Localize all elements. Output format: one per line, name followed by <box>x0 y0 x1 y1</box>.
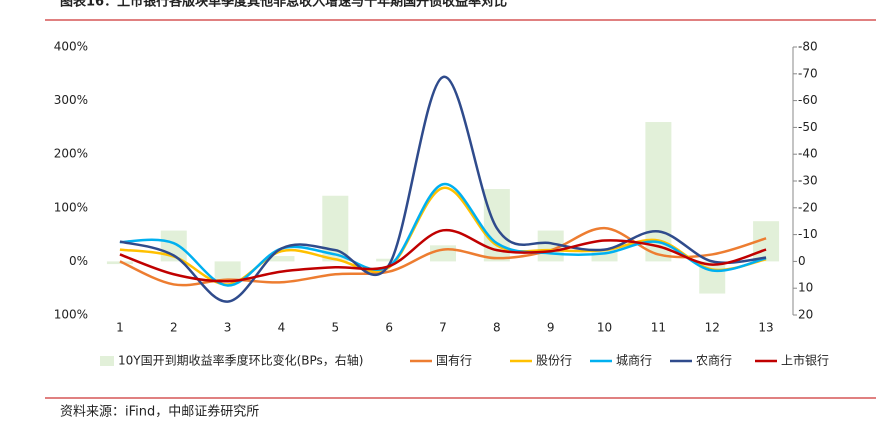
chart-title: 图表16：上市银行各版块单季度其他非息收入增速与十年期国开债收益率对比 <box>60 0 507 10</box>
bar <box>430 245 456 262</box>
y-tick-label: 300% <box>54 93 88 107</box>
y2-tick-label: -40 <box>798 147 818 161</box>
y-tick-label: 100% <box>54 308 88 322</box>
y-tick-label: 0% <box>69 254 88 268</box>
legend-label: 农商行 <box>696 353 732 368</box>
legend-swatch <box>100 356 114 366</box>
x-tick-label: 12 <box>705 321 720 335</box>
bar <box>376 258 403 262</box>
legend-label: 城商行 <box>616 353 652 368</box>
y-tick-label: 400% <box>54 40 88 54</box>
legend-label: 上市银行 <box>781 353 829 368</box>
legend-label: 10Y国开到期收益率季度环比变化(BPs，右轴) <box>118 353 363 368</box>
y2-tick-label: -50 <box>798 120 818 134</box>
y2-tick-label: -20 <box>798 200 818 214</box>
legend-label: 股份行 <box>536 354 572 368</box>
x-tick-label: 8 <box>493 321 501 335</box>
y-tick-label: 200% <box>54 147 88 161</box>
x-tick-label: 9 <box>547 321 555 335</box>
y2-tick-label: -70 <box>798 66 818 80</box>
y2-tick-label: -10 <box>798 227 818 241</box>
y2-tick-label: -30 <box>798 174 818 188</box>
legend-label: 国有行 <box>436 354 472 368</box>
x-tick-label: 3 <box>224 321 232 335</box>
y2-tick-label: -60 <box>798 93 818 107</box>
x-tick-label: 4 <box>278 321 286 335</box>
x-tick-label: 7 <box>439 321 447 335</box>
line <box>119 226 767 287</box>
bar <box>645 122 672 262</box>
line <box>119 75 767 303</box>
x-tick-label: 10 <box>597 321 612 335</box>
bar <box>214 261 241 281</box>
x-tick-label: 5 <box>331 321 339 335</box>
x-tick-label: 2 <box>170 321 178 335</box>
y2-tick-label: -80 <box>798 40 818 54</box>
x-tick-label: 1 <box>116 321 124 335</box>
y2-tick-label: 0 <box>798 254 806 268</box>
line <box>119 182 767 287</box>
y2-tick-label: 20 <box>798 308 813 322</box>
x-tick-label: 13 <box>758 321 773 335</box>
y-tick-label: 100% <box>54 200 88 214</box>
bar <box>268 256 295 262</box>
x-tick-label: 11 <box>651 321 666 335</box>
x-tick-label: 6 <box>385 321 393 335</box>
y2-tick-label: 10 <box>798 281 813 295</box>
line <box>119 229 767 283</box>
source: 资料来源：iFind，中邮证券研究所 <box>60 404 259 420</box>
